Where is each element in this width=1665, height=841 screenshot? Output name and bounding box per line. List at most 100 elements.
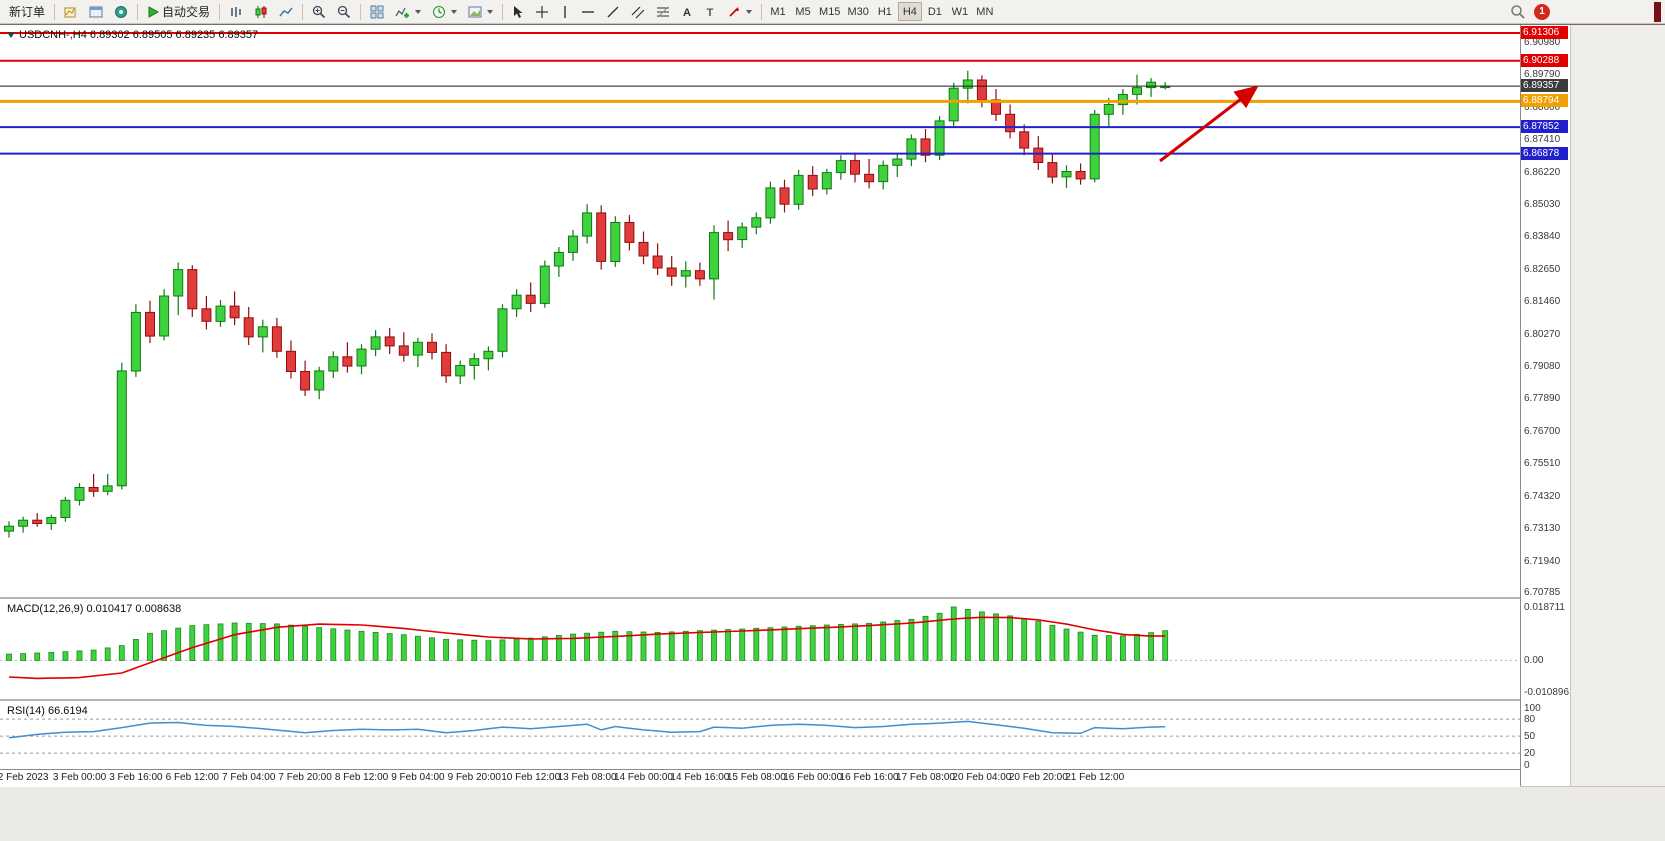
pane-splitter[interactable] — [0, 597, 1520, 599]
toolbar-right-group: 1 — [1510, 1, 1661, 22]
templates-button[interactable] — [463, 2, 498, 21]
one-click-expander-icon[interactable] — [7, 32, 15, 38]
vertical-line-tool-button[interactable] — [555, 2, 575, 21]
chart-header: USDCNH-,H4 6.89302 6.89505 6.89235 6.893… — [7, 29, 258, 41]
right-filler — [1570, 25, 1665, 786]
axis-tick-label: 80 — [1524, 714, 1536, 726]
crosshair-tool-button[interactable] — [530, 2, 554, 21]
trendline-tool-button[interactable] — [601, 2, 625, 21]
time-axis-label: 8 Feb 12:00 — [334, 772, 389, 783]
chevron-down-icon — [415, 9, 422, 14]
chart-candles-button[interactable] — [249, 2, 273, 21]
time-axis-label: 14 Feb 16:00 — [670, 772, 730, 783]
chart-header-text: USDCNH-,H4 6.89302 6.89505 6.89235 6.893… — [19, 29, 259, 41]
profiles-button[interactable] — [84, 2, 108, 21]
tile-windows-icon — [370, 5, 384, 19]
timeframe-group: M1 M5 M15 M30 H1 H4 D1 W1 MN — [766, 2, 997, 21]
time-axis-label: 9 Feb 04:00 — [391, 772, 445, 783]
search-icon[interactable] — [1510, 4, 1526, 20]
text-tool-button[interactable]: A — [676, 2, 698, 21]
time-axis-label: 7 Feb 04:00 — [222, 772, 276, 783]
tile-windows-button[interactable] — [365, 2, 389, 21]
pane-splitter[interactable] — [0, 699, 1520, 701]
price-axis[interactable]: 6.909806.897906.886006.874106.862206.850… — [1520, 25, 1570, 786]
time-axis[interactable]: 2 Feb 2023 3 Feb 00:00 3 Feb 16:00 6 Feb 12… — [0, 769, 1520, 787]
community-button[interactable] — [109, 2, 133, 21]
time-axis-label: 13 Feb 08:00 — [557, 772, 617, 783]
play-icon — [147, 5, 160, 18]
channel-tool-button[interactable] — [626, 2, 650, 21]
channel-icon — [631, 5, 645, 19]
chevron-down-icon — [487, 9, 494, 14]
axis-tick-label: 6.74320 — [1524, 490, 1561, 502]
cursor-tool-button[interactable] — [507, 2, 529, 21]
community-icon — [114, 5, 128, 19]
text-icon: A — [681, 5, 693, 19]
timeframe-button-w1[interactable]: W1 — [948, 2, 972, 21]
zoom-out-button[interactable] — [332, 2, 356, 21]
axis-tick-label: 6.73130 — [1524, 523, 1561, 535]
timeframe-button-mn[interactable]: MN — [973, 2, 997, 21]
time-axis-label: 17 Feb 08:00 — [896, 772, 955, 783]
axis-tick-label: 6.85030 — [1524, 199, 1561, 210]
label-tool-button[interactable]: T — [699, 2, 721, 21]
indicators-button[interactable] — [390, 2, 426, 21]
fibonacci-icon — [656, 5, 670, 19]
new-order-button[interactable]: 新订单 — [4, 2, 50, 21]
candlestick-icon — [254, 5, 268, 19]
axis-tick-label: 6.75510 — [1524, 458, 1561, 470]
axis-tick-label: 6.70785 — [1524, 587, 1561, 598]
edge-accent — [1654, 1, 1661, 22]
crosshair-icon — [535, 5, 549, 19]
fibonacci-tool-button[interactable] — [651, 2, 675, 21]
time-axis-label: 16 Feb 00:00 — [783, 772, 843, 783]
time-axis-label: 20 Feb 20:00 — [1008, 772, 1068, 783]
macd-label: MACD(12,26,9) 0.010417 0.008638 — [7, 603, 182, 615]
toolbar-separator — [137, 3, 139, 20]
autotrading-button[interactable]: 自动交易 — [142, 2, 215, 21]
time-axis-label: 10 Feb 12:00 — [501, 772, 561, 783]
notification-badge[interactable]: 1 — [1534, 3, 1550, 20]
chevron-down-icon — [746, 9, 753, 14]
timeframe-button-h1[interactable]: H1 — [873, 2, 897, 21]
rsi-label: RSI(14) 66.6194 — [7, 705, 88, 717]
time-axis-label: 16 Feb 16:00 — [839, 772, 899, 783]
time-axis-label: 3 Feb 00:00 — [52, 772, 107, 783]
periods-button[interactable] — [427, 2, 462, 21]
plot-column: USDCNH-,H4 6.89302 6.89505 6.89235 6.893… — [0, 25, 1520, 787]
chart-line-button[interactable] — [274, 2, 298, 21]
horizontal-line-icon — [581, 7, 595, 17]
axis-tick-label: 6.76700 — [1524, 425, 1561, 437]
timeframe-button-m5[interactable]: M5 — [791, 2, 815, 21]
timeframe-button-m15[interactable]: M15 — [816, 2, 843, 21]
time-axis-label: 3 Feb 16:00 — [109, 772, 163, 783]
macd-canvas[interactable] — [0, 599, 1520, 699]
toolbar-separator — [502, 3, 504, 20]
zoom-in-button[interactable] — [307, 2, 331, 21]
rsi-canvas[interactable] — [0, 701, 1520, 769]
new-chart-button[interactable] — [59, 2, 83, 21]
timeframe-button-m30[interactable]: M30 — [844, 2, 871, 21]
axis-tick-label: 6.81460 — [1524, 296, 1561, 308]
time-axis-label: 6 Feb 12:00 — [165, 772, 219, 783]
timeframe-button-m1[interactable]: M1 — [766, 2, 790, 21]
timeframe-button-h4[interactable]: H4 — [897, 2, 922, 21]
axis-tick-label: 6.83840 — [1524, 231, 1561, 243]
axis-tick-label: 20 — [1524, 748, 1536, 760]
time-axis-label: 14 Feb 00:00 — [614, 772, 673, 783]
toolbar: 新订单 自动交易 — [0, 0, 1665, 24]
window-icon — [89, 5, 103, 19]
toolbar-separator — [360, 3, 362, 20]
timeframe-button-d1[interactable]: D1 — [923, 2, 947, 21]
clock-icon — [432, 5, 446, 19]
arrows-tool-button[interactable] — [722, 2, 757, 21]
main-chart-canvas[interactable] — [0, 25, 1520, 597]
price-tag: 6.88794 — [1521, 94, 1568, 108]
time-axis-label: 21 Feb 12:00 — [1065, 772, 1125, 783]
time-axis-label: 15 Feb 08:00 — [726, 772, 786, 783]
axis-tick-label: 6.87410 — [1524, 134, 1561, 146]
horizontal-line-tool-button[interactable] — [576, 2, 600, 21]
axis-tick-label: 6.90980 — [1524, 36, 1561, 48]
price-tag: 6.90288 — [1521, 53, 1568, 67]
chart-bars-button[interactable] — [224, 2, 248, 21]
